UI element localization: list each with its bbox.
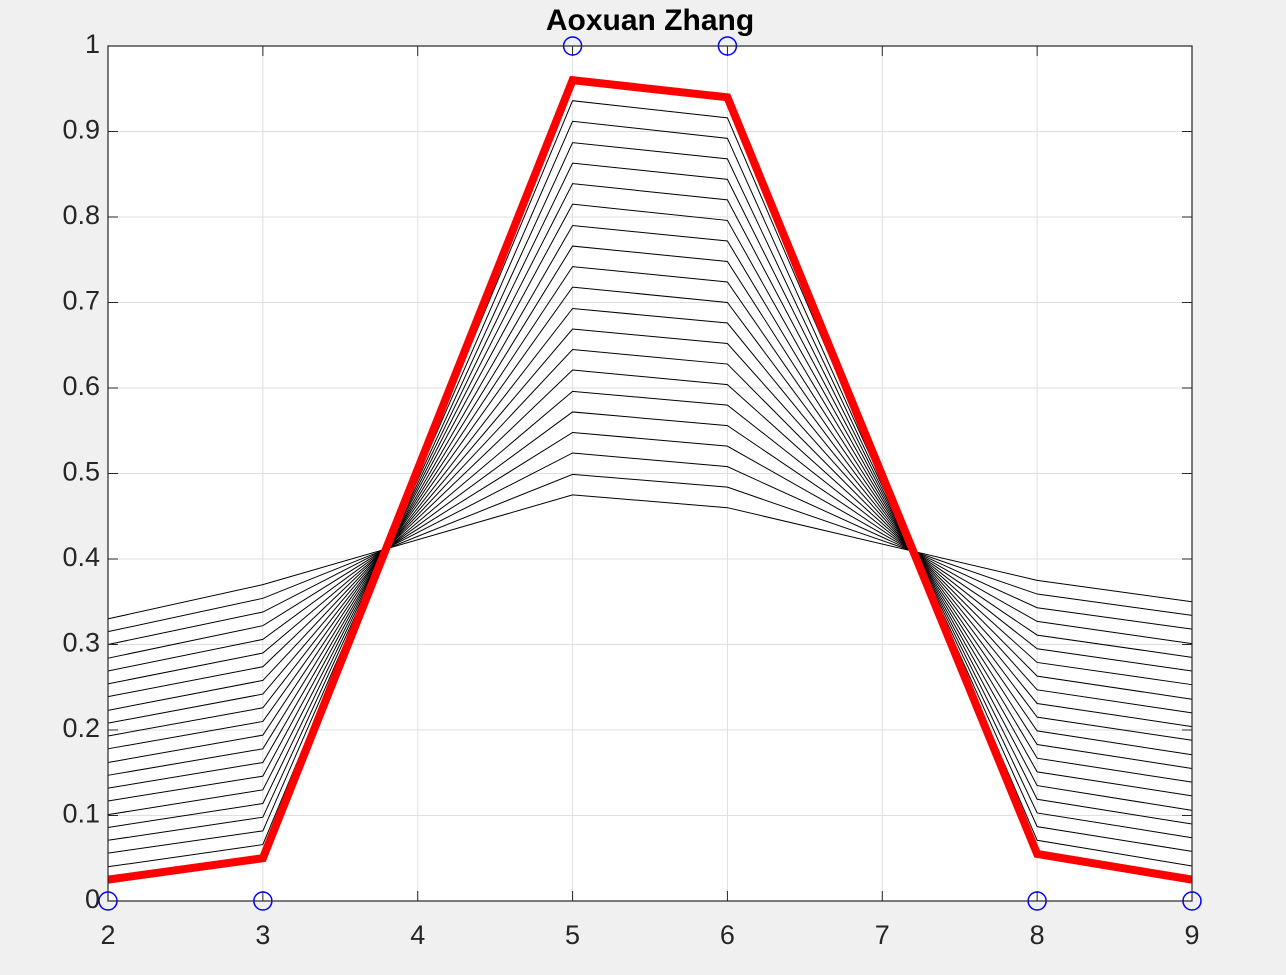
- y-tick-label: 0.7: [62, 286, 100, 316]
- series-line: [107, 369, 1193, 698]
- series-line: [107, 494, 1193, 620]
- series-line: [107, 349, 1193, 711]
- series-line: [107, 328, 1193, 724]
- x-tick-label: 5: [565, 920, 580, 950]
- y-tick-label: 0.1: [62, 799, 100, 829]
- series-line: [107, 225, 1193, 789]
- chart-title: Aoxuan Zhang: [546, 4, 754, 37]
- y-tick-label: 0.3: [62, 628, 100, 658]
- y-tick-label: 0: [85, 884, 100, 914]
- series-line: [107, 431, 1193, 659]
- series-line: [107, 411, 1193, 672]
- series-line: [107, 120, 1193, 854]
- x-tick-label: 8: [1030, 920, 1045, 950]
- y-tick-label: 1: [85, 29, 100, 59]
- series-line: [107, 307, 1193, 737]
- lines: [98, 36, 1202, 911]
- x-tick-label: 6: [720, 920, 735, 950]
- series-line: [107, 100, 1193, 868]
- series-line: [107, 245, 1193, 776]
- x-tick-label: 2: [100, 920, 115, 950]
- series-line: [107, 390, 1193, 685]
- series-line: [107, 203, 1193, 802]
- y-tick-label: 0.5: [62, 457, 100, 487]
- series-line: [107, 183, 1193, 816]
- y-tick-label: 0.6: [62, 371, 100, 401]
- y-tick-label: 0.2: [62, 713, 100, 743]
- series-line: [107, 452, 1193, 645]
- y-tick-label: 0.4: [62, 542, 100, 572]
- x-tick-label: 9: [1184, 920, 1199, 950]
- series-line: [107, 286, 1193, 750]
- x-tick-label: 4: [410, 920, 425, 950]
- series-line: [107, 473, 1193, 633]
- series-line: [107, 266, 1193, 763]
- x-tick-label: 7: [875, 920, 890, 950]
- series-line: [107, 75, 1193, 884]
- x-tick-label: 3: [255, 920, 270, 950]
- ticks: 2 3 4 5 6 7 8 9 0 0.1 0.2 0.3 0.4 0.5 0.6 0.7 0.8 0.9 1: [62, 29, 1199, 950]
- series-line: [107, 142, 1193, 841]
- y-tick-label: 0.9: [62, 115, 100, 145]
- y-tick-label: 0.8: [62, 200, 100, 230]
- series-line: [107, 162, 1193, 828]
